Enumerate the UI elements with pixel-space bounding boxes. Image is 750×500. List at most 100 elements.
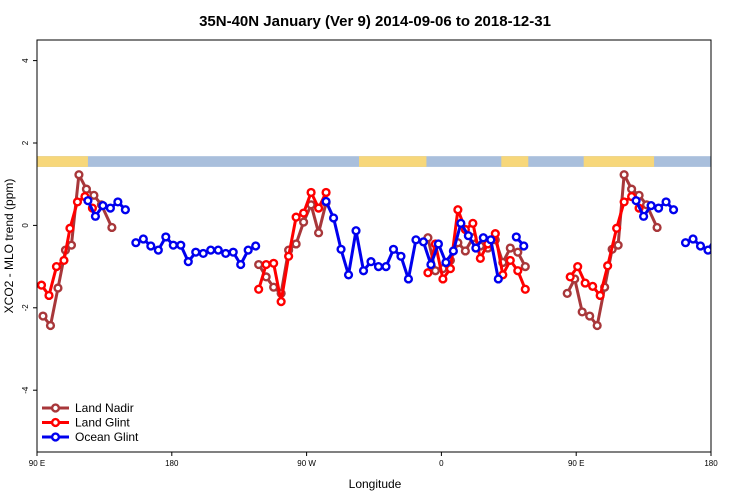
ocean-glint-point <box>221 248 231 259</box>
land-band-3 <box>583 156 655 167</box>
legend-swatch-marker <box>50 403 61 413</box>
x-axis-label: Longitude <box>349 477 402 491</box>
ocean-glint-point <box>343 270 354 280</box>
land-glint-point <box>37 280 47 290</box>
land-glint-point <box>51 262 62 272</box>
land-nadir-point <box>313 228 324 238</box>
ocean-glint-point <box>168 240 178 250</box>
ocean-glint-point <box>426 259 436 270</box>
land-nadir-point <box>619 170 629 180</box>
ocean-glint-point <box>680 238 691 248</box>
legend-swatch-marker <box>50 432 61 442</box>
land-glint-point <box>313 203 324 213</box>
land-nadir-point <box>652 222 662 233</box>
ocean-glint-point <box>463 231 473 241</box>
ocean-glint-point <box>373 262 384 272</box>
legend-swatch-marker <box>50 417 61 428</box>
ocean-glint-point <box>688 234 698 244</box>
ocean-glint-point <box>213 245 223 255</box>
legend-label: Land Glint <box>75 416 130 430</box>
series-ocean-glint <box>83 196 711 284</box>
ocean-glint-point <box>403 274 414 284</box>
ocean-glint-point <box>251 241 261 251</box>
ocean-glint-point <box>519 241 529 251</box>
ocean-glint-point <box>328 213 339 223</box>
ocean-glint-point <box>336 244 346 254</box>
land-glint-point <box>321 187 331 198</box>
x-tick-label: 90 E <box>29 459 45 468</box>
ocean-glint-point <box>710 236 711 239</box>
land-glint-point <box>573 262 583 272</box>
y-tick-label: -2 <box>21 304 30 312</box>
x-tick-label: 90 E <box>568 459 584 468</box>
ocean-glint-point <box>646 201 656 211</box>
land-nadir-point <box>45 320 56 331</box>
land-glint-point <box>588 281 598 291</box>
land-nadir-point <box>520 262 530 272</box>
ocean-glint-point <box>120 205 130 215</box>
land-nadir-point <box>74 170 84 180</box>
land-nadir-point <box>299 217 309 227</box>
land-nadir-point <box>613 240 623 250</box>
plot-frame <box>36 39 712 453</box>
ocean-glint-point <box>631 196 641 206</box>
land-glint-point <box>72 197 83 207</box>
ocean-glint-point <box>441 257 451 268</box>
land-nadir-point <box>107 222 117 233</box>
land-glint-point <box>306 187 316 198</box>
land-glint-point <box>59 255 69 266</box>
land-glint-point <box>44 290 54 301</box>
ocean-glint-point <box>493 274 503 284</box>
land-nadir-point <box>291 239 301 249</box>
land-nadir-point <box>38 311 48 321</box>
ocean-glint-point <box>381 262 391 272</box>
land-nadir-line-1 <box>257 202 328 295</box>
ocean-glint-point <box>83 196 93 206</box>
ocean-glint-point <box>105 203 115 213</box>
x-tick-label: 180 <box>704 459 718 468</box>
y-tick-label: -4 <box>21 386 30 394</box>
land-glint-line-0 <box>40 195 94 297</box>
land-glint-point <box>619 197 629 207</box>
x-tick-label: 90 W <box>297 459 316 468</box>
ocean-glint-point <box>138 234 148 244</box>
y-axis-label: XCO2 - MLO trend (ppm) <box>2 179 16 314</box>
ocean-glint-point <box>448 246 458 256</box>
ocean-glint-point <box>146 241 156 251</box>
land-nadir-point <box>89 190 99 200</box>
axes: 90 E 180 90 W 0 90 E 180 -4 -2 0 2 4 <box>21 58 718 468</box>
chart-title: 35N-40N January (Ver 9) 2014-09-06 to 20… <box>199 13 551 30</box>
land-glint-point <box>505 255 515 266</box>
land-glint-point <box>475 253 485 263</box>
ocean-glint-point <box>198 248 208 259</box>
ocean-glint-point <box>176 240 186 250</box>
ocean-glint-point <box>243 245 253 255</box>
ocean-glint-point <box>703 245 711 255</box>
ocean-glint-point <box>236 259 246 270</box>
ocean-glint-point <box>153 245 163 255</box>
ocean-glint-point <box>486 235 496 245</box>
y-tick-label: 4 <box>21 58 30 63</box>
land-glint-point <box>438 274 448 284</box>
land-glint-point <box>276 297 286 307</box>
ocean-glint-point <box>113 197 123 207</box>
legend-label: Land Nadir <box>75 401 134 415</box>
land-band-2 <box>501 156 529 167</box>
legend-item-ocean-glint: Ocean Glint <box>42 430 139 444</box>
land-glint-line-3 <box>568 195 641 297</box>
ocean-glint-point <box>90 211 101 221</box>
land-glint-point <box>445 264 455 274</box>
ocean-glint-point <box>661 197 671 207</box>
land-glint-point <box>453 205 463 215</box>
ocean-glint-point <box>478 233 488 243</box>
land-band-0 <box>37 156 88 167</box>
ocean-glint-point <box>396 251 406 261</box>
land-glint-point <box>299 208 309 218</box>
land-nadir-point <box>513 247 523 257</box>
land-nadir-point <box>66 240 77 250</box>
x-tick-label: 0 <box>439 459 444 468</box>
land-glint-point <box>254 284 264 294</box>
ocean-glint-point <box>456 218 466 228</box>
